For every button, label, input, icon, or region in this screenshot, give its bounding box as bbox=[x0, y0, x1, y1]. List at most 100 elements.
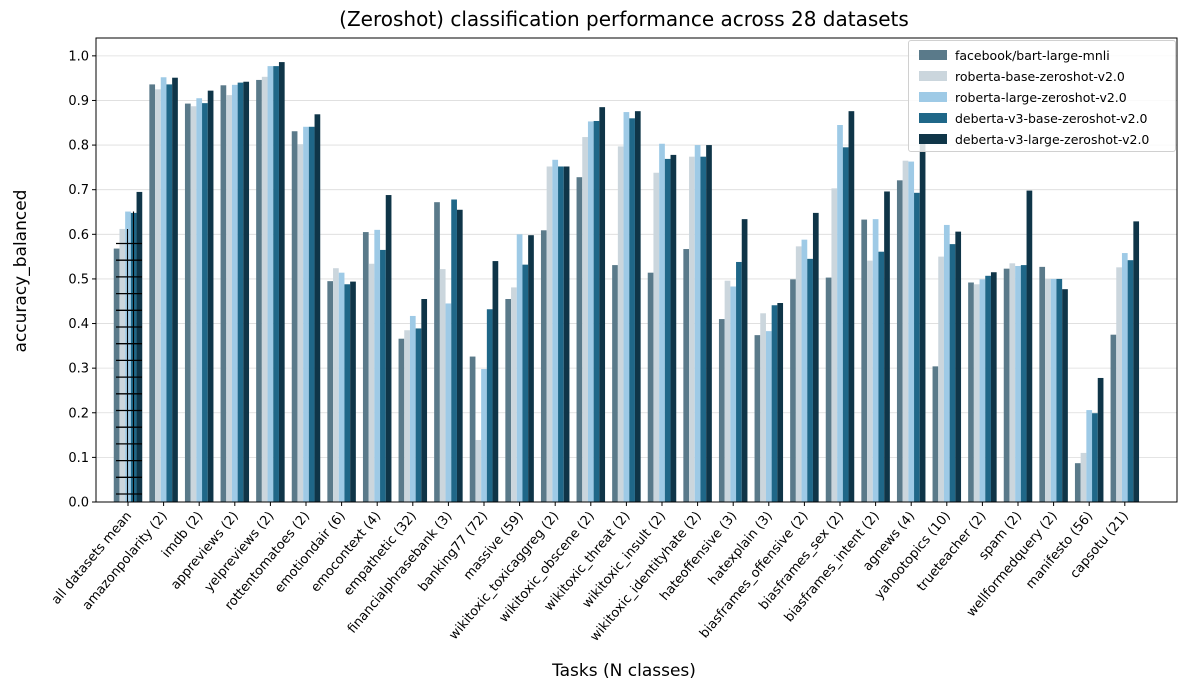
legend-swatch bbox=[919, 134, 947, 144]
bar bbox=[617, 146, 624, 502]
bar bbox=[327, 281, 334, 502]
bar bbox=[1116, 267, 1122, 502]
bar bbox=[184, 103, 191, 502]
bar bbox=[368, 263, 375, 502]
bar bbox=[546, 166, 553, 502]
bar bbox=[1056, 278, 1063, 502]
bar bbox=[297, 144, 304, 502]
bar bbox=[1020, 265, 1027, 502]
bar bbox=[795, 246, 802, 502]
bar bbox=[415, 328, 422, 502]
bar bbox=[492, 261, 499, 502]
bar bbox=[1086, 410, 1093, 502]
bar bbox=[1121, 253, 1128, 502]
bar bbox=[634, 111, 641, 503]
bar bbox=[760, 313, 766, 502]
legend-label: deberta-v3-large-zeroshot-v2.0 bbox=[955, 131, 1150, 147]
bar bbox=[825, 277, 832, 502]
bar bbox=[842, 147, 849, 503]
bar bbox=[1039, 266, 1046, 502]
x-axis-label: Tasks (N classes) bbox=[551, 661, 696, 681]
y-tick-label: 0.6 bbox=[68, 228, 89, 243]
bar bbox=[516, 234, 523, 503]
y-tick-label: 0.1 bbox=[68, 451, 89, 466]
bar bbox=[801, 239, 808, 502]
bar bbox=[220, 85, 227, 503]
y-tick-label: 0.3 bbox=[68, 362, 89, 377]
bar bbox=[884, 191, 890, 502]
bar bbox=[741, 219, 748, 502]
y-tick-label: 0.5 bbox=[68, 272, 89, 287]
legend-swatch bbox=[919, 92, 947, 102]
bar bbox=[902, 160, 909, 502]
bar bbox=[872, 219, 879, 502]
bar bbox=[202, 103, 208, 502]
bar bbox=[861, 219, 868, 503]
bar bbox=[261, 76, 268, 503]
bar bbox=[765, 331, 772, 502]
bar bbox=[587, 121, 594, 502]
bar bbox=[706, 145, 712, 503]
bar bbox=[1097, 377, 1104, 502]
bar bbox=[1092, 413, 1098, 502]
bar bbox=[990, 272, 997, 502]
bar bbox=[486, 309, 493, 502]
bar bbox=[1127, 260, 1134, 502]
bar bbox=[629, 118, 635, 503]
bar bbox=[338, 272, 345, 502]
bar bbox=[1133, 221, 1140, 502]
bar bbox=[599, 107, 606, 503]
bar bbox=[718, 319, 725, 502]
bar bbox=[256, 79, 262, 502]
bar bbox=[231, 84, 238, 502]
legend-item: roberta-base-zeroshot-v2.0 bbox=[919, 66, 1125, 86]
bar bbox=[267, 66, 274, 502]
legend-item: deberta-v3-large-zeroshot-v2.0 bbox=[919, 129, 1149, 149]
legend-item: roberta-large-zeroshot-v2.0 bbox=[919, 87, 1127, 107]
bar bbox=[445, 303, 452, 502]
y-tick-label: 0.7 bbox=[68, 183, 89, 198]
bar bbox=[949, 244, 956, 502]
bar bbox=[938, 256, 944, 502]
bar bbox=[314, 114, 321, 503]
bar bbox=[172, 77, 178, 502]
bar bbox=[303, 126, 309, 503]
legend-label: facebook/bart-large-mnli bbox=[955, 47, 1110, 63]
bar bbox=[475, 439, 482, 502]
legend-label: deberta-v3-base-zeroshot-v2.0 bbox=[955, 110, 1148, 126]
bar bbox=[919, 140, 926, 502]
bar bbox=[409, 315, 416, 502]
bar bbox=[670, 154, 677, 502]
bar bbox=[653, 172, 660, 502]
legend-label: roberta-base-zeroshot-v2.0 bbox=[955, 68, 1125, 84]
bar bbox=[908, 161, 915, 503]
bar bbox=[1026, 190, 1033, 503]
bar bbox=[540, 230, 547, 503]
bar bbox=[333, 268, 339, 502]
bar bbox=[790, 279, 796, 502]
bar bbox=[647, 272, 654, 502]
bar bbox=[456, 209, 463, 502]
y-tick-label: 0.0 bbox=[68, 496, 89, 511]
bar bbox=[612, 265, 618, 502]
bar bbox=[226, 95, 232, 502]
legend-label: roberta-large-zeroshot-v2.0 bbox=[955, 89, 1127, 105]
bar bbox=[932, 366, 939, 502]
bar bbox=[807, 258, 813, 502]
y-tick-label: 0.8 bbox=[68, 139, 89, 154]
bar bbox=[593, 120, 600, 502]
bar bbox=[777, 303, 784, 502]
bar bbox=[291, 131, 298, 502]
bar bbox=[155, 89, 161, 503]
bar bbox=[350, 281, 356, 502]
bar bbox=[683, 249, 690, 502]
legend-swatch bbox=[919, 71, 947, 81]
bar bbox=[867, 260, 873, 502]
chart-title: (Zeroshot) classification performance ac… bbox=[339, 7, 909, 31]
bar bbox=[149, 84, 156, 503]
bar bbox=[754, 335, 761, 502]
bar bbox=[344, 284, 351, 502]
bar bbox=[528, 235, 534, 502]
y-tick-label: 0.2 bbox=[68, 406, 89, 421]
bar bbox=[451, 199, 457, 502]
